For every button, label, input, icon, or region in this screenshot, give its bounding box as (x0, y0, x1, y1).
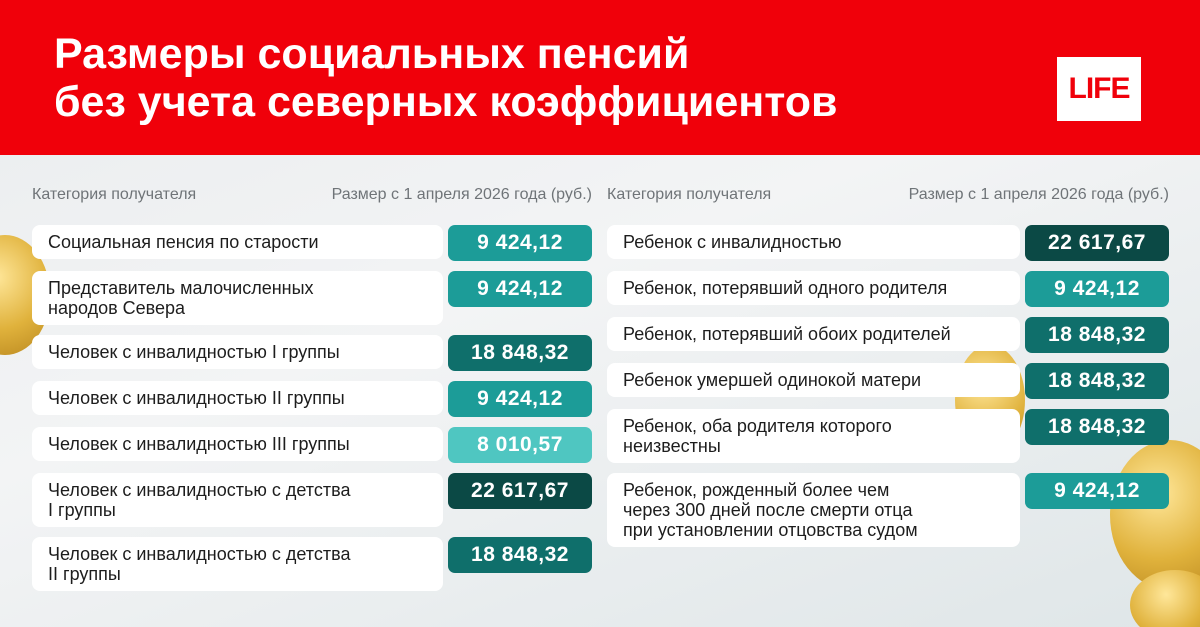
row: Человек с инвалидностью III группы 8 010,… (32, 427, 592, 463)
header-category: Категория получателя (32, 186, 197, 203)
amount: 18 848,32 (1025, 409, 1169, 445)
category-label: Ребенок умершей одинокой матери (607, 363, 1020, 397)
title: Размеры социальных пенсий без учета север… (54, 30, 837, 126)
amount: 9 424,12 (448, 271, 592, 307)
row: Ребенок, рожденный более чем через 300 дн… (607, 473, 1169, 547)
header-amount: Размер с 1 апреля 2026 года (руб.) (331, 186, 592, 203)
amount: 22 617,67 (1025, 225, 1169, 261)
category-label: Ребенок, потерявший обоих родителей (607, 317, 1020, 351)
label-line: Ребенок, потерявший одного родителя (623, 278, 948, 298)
amount: 18 848,32 (448, 335, 592, 371)
category-label: Социальная пенсия по старости (32, 225, 443, 259)
label-line: Ребенок, потерявший обоих родителей (623, 324, 951, 344)
header-amount: Размер с 1 апреля 2026 года (руб.) (908, 186, 1169, 203)
logo: LIFE (1057, 57, 1141, 121)
amount: 9 424,12 (448, 225, 592, 261)
column-header: Категория получателя Размер с 1 апреля 20… (607, 182, 1169, 208)
row: Представитель малочисленных народов Север… (32, 271, 592, 325)
row: Человек с инвалидностью с детства II груп… (32, 537, 592, 591)
label-line: Человек с инвалидностью II группы (48, 388, 345, 408)
category-label: Человек с инвалидностью II группы (32, 381, 443, 415)
column: Категория получателя Размер с 1 апреля 20… (32, 182, 592, 591)
category-label: Человек с инвалидностью с детства I групп… (32, 473, 443, 527)
category-label: Человек с инвалидностью III группы (32, 427, 443, 461)
amount: 9 424,12 (1025, 271, 1169, 307)
label-line: Ребенок умершей одинокой матери (623, 370, 922, 390)
category-label: Ребенок, оба родителя которого неизвестны (607, 409, 1020, 463)
category-label: Ребенок, рожденный более чем через 300 дн… (607, 473, 1020, 547)
header-bar: Размеры социальных пенсий без учета север… (0, 0, 1200, 155)
header-category: Категория получателя (607, 186, 772, 203)
label-line: Ребенок, оба родителя которого (623, 416, 892, 436)
label-line: при установлении отцовства судом (623, 520, 918, 540)
label-line: народов Севера (48, 298, 186, 318)
rows: Ребенок с инвалидностью 22 617,67 Ребенок,… (607, 225, 1169, 547)
row: Человек с инвалидностью I группы 18 848,3… (32, 335, 592, 371)
label-line: Ребенок с инвалидностью (623, 232, 842, 252)
label-line: Социальная пенсия по старости (48, 232, 319, 252)
amount: 18 848,32 (1025, 317, 1169, 353)
label-line: II группы (48, 564, 121, 584)
row: Ребенок с инвалидностью 22 617,67 (607, 225, 1169, 261)
amount: 8 010,57 (448, 427, 592, 463)
rows: Социальная пенсия по старости 9 424,12 Пре… (32, 225, 592, 591)
label-line: Ребенок, рожденный более чем (623, 480, 890, 500)
category-label: Ребенок, потерявший одного родителя (607, 271, 1020, 305)
label-line: Человек с инвалидностью с детства (48, 480, 351, 500)
column-header: Категория получателя Размер с 1 апреля 20… (32, 182, 592, 208)
coin (1110, 440, 1200, 590)
label-line: Человек с инвалидностью с детства (48, 544, 351, 564)
row: Человек с инвалидностью с детства I групп… (32, 473, 592, 527)
column: Категория получателя Размер с 1 апреля 20… (607, 182, 1169, 547)
row: Социальная пенсия по старости 9 424,12 (32, 225, 592, 261)
row: Ребенок, потерявший обоих родителей 18 84… (607, 317, 1169, 353)
label-line: Человек с инвалидностью III группы (48, 434, 350, 454)
amount: 18 848,32 (1025, 363, 1169, 399)
category-label: Ребенок с инвалидностью (607, 225, 1020, 259)
row: Ребенок, оба родителя которого неизвестны… (607, 409, 1169, 463)
label-line: Человек с инвалидностью I группы (48, 342, 340, 362)
label-line: неизвестны (623, 436, 721, 456)
category-label: Человек с инвалидностью с детства II груп… (32, 537, 443, 591)
category-label: Представитель малочисленных народов Север… (32, 271, 443, 325)
title-line: без учета северных коэффициентов (54, 78, 838, 126)
label-line: I группы (48, 500, 116, 520)
label-line: Представитель малочисленных (48, 278, 314, 298)
amount: 18 848,32 (448, 537, 592, 573)
category-label: Человек с инвалидностью I группы (32, 335, 443, 369)
row: Ребенок умершей одинокой матери 18 848,32 (607, 363, 1169, 399)
title-line: Размеры социальных пенсий (54, 30, 690, 78)
amount: 9 424,12 (1025, 473, 1169, 509)
row: Ребенок, потерявший одного родителя 9 424… (607, 271, 1169, 307)
amount: 22 617,67 (448, 473, 592, 509)
amount: 9 424,12 (448, 381, 592, 417)
label-line: через 300 дней после смерти отца (623, 500, 913, 520)
row: Человек с инвалидностью II группы 9 424,1… (32, 381, 592, 417)
